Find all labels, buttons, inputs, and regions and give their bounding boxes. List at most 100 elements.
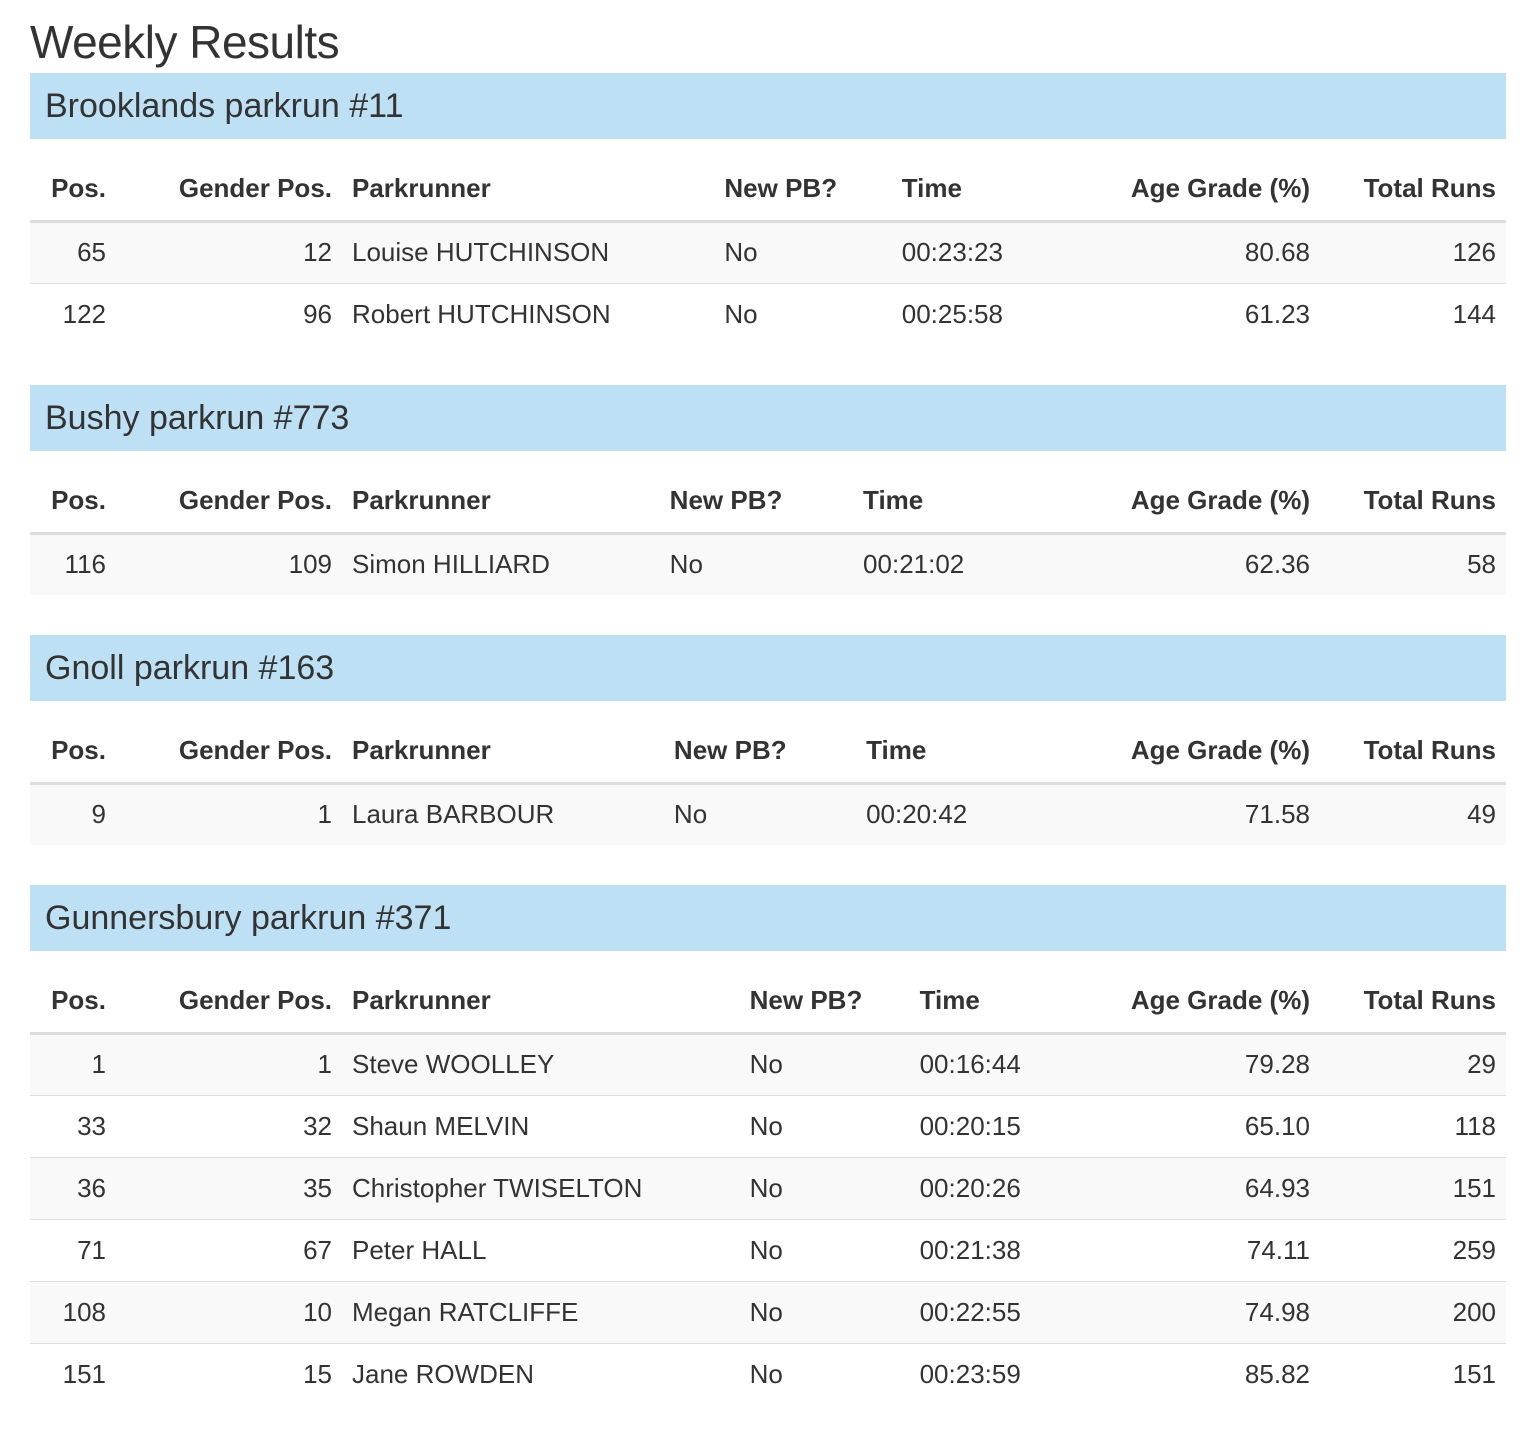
cell-pos: 116: [30, 533, 116, 595]
cell-pos: 1: [30, 1033, 116, 1095]
cell-age-grade: 61.23: [1053, 282, 1320, 345]
cell-new-pb: No: [714, 282, 892, 345]
cell-total-runs: 144: [1320, 282, 1506, 345]
cell-new-pb: No: [739, 1156, 910, 1219]
cell-pos: 65: [30, 221, 116, 283]
cell-new-pb: No: [659, 533, 854, 595]
event-title: Brooklands parkrun #11: [30, 73, 1506, 139]
column-header-new-pb: New PB?: [659, 469, 854, 535]
table-row: 151 15 Jane ROWDEN No 00:23:59 85.82 151: [30, 1342, 1506, 1405]
cell-new-pb: No: [739, 1218, 910, 1281]
page-title: Weekly Results: [30, 16, 340, 68]
event-title: Bushy parkrun #773: [30, 385, 1506, 451]
cell-new-pb: No: [739, 1280, 910, 1343]
column-header-age-grade: Age Grade (%): [1031, 719, 1320, 785]
column-header-total-runs: Total Runs: [1320, 969, 1506, 1035]
cell-parkrunner: Robert HUTCHINSON: [342, 282, 715, 345]
table-row: 65 12 Louise HUTCHINSON No 00:23:23 80.68 126: [30, 221, 1506, 283]
column-header-new-pb: New PB?: [739, 969, 910, 1035]
table-header-row: Pos. Gender Pos. Parkrunner New PB? Time Age …: [30, 157, 1506, 223]
column-header-gender-pos: Gender Pos.: [116, 719, 342, 785]
cell-time: 00:20:26: [909, 1156, 1065, 1219]
cell-total-runs: 49: [1320, 783, 1506, 845]
cell-pos: 122: [30, 282, 116, 345]
column-header-time: Time: [853, 469, 1030, 535]
column-header-pos: Pos.: [30, 969, 116, 1035]
cell-pos: 151: [30, 1342, 116, 1405]
cell-gender-pos: 109: [116, 533, 342, 595]
cell-gender-pos: 67: [116, 1218, 342, 1281]
cell-gender-pos: 35: [116, 1156, 342, 1219]
table-row: 9 1 Laura BARBOUR No 00:20:42 71.58 49: [30, 783, 1506, 845]
cell-total-runs: 118: [1320, 1094, 1506, 1157]
column-header-total-runs: Total Runs: [1320, 719, 1506, 785]
event-section: Gunnersbury parkrun #371 Pos. Gender Pos. P…: [30, 885, 1506, 1405]
cell-gender-pos: 96: [116, 282, 342, 345]
cell-time: 00:22:55: [909, 1280, 1065, 1343]
cell-parkrunner: Christopher TWISELTON: [342, 1156, 740, 1219]
cell-time: 00:23:59: [909, 1342, 1065, 1405]
cell-pos: 36: [30, 1156, 116, 1219]
column-header-time: Time: [856, 719, 1032, 785]
cell-age-grade: 85.82: [1064, 1342, 1320, 1405]
cell-time: 00:21:38: [909, 1218, 1065, 1281]
column-header-gender-pos: Gender Pos.: [116, 469, 342, 535]
cell-total-runs: 151: [1320, 1156, 1506, 1219]
column-header-age-grade: Age Grade (%): [1029, 469, 1320, 535]
column-header-age-grade: Age Grade (%): [1053, 157, 1320, 223]
event-title: Gnoll parkrun #163: [30, 635, 1506, 701]
cell-gender-pos: 12: [116, 221, 342, 283]
cell-total-runs: 58: [1320, 533, 1506, 595]
cell-gender-pos: 32: [116, 1094, 342, 1157]
table-row: 122 96 Robert HUTCHINSON No 00:25:58 61.23 144: [30, 282, 1506, 345]
cell-parkrunner: Louise HUTCHINSON: [342, 221, 715, 283]
cell-age-grade: 79.28: [1064, 1033, 1320, 1095]
results-table: Pos. Gender Pos. Parkrunner New PB? Time Age …: [30, 157, 1506, 345]
cell-parkrunner: Megan RATCLIFFE: [342, 1280, 740, 1343]
event-section: Gnoll parkrun #163 Pos. Gender Pos. Parkrun…: [30, 635, 1506, 845]
column-header-pos: Pos.: [30, 157, 116, 223]
column-header-pos: Pos.: [30, 719, 116, 785]
cell-pos: 9: [30, 783, 116, 845]
cell-parkrunner: Simon HILLIARD: [342, 533, 660, 595]
cell-gender-pos: 1: [116, 1033, 342, 1095]
column-header-parkrunner: Parkrunner: [342, 969, 740, 1035]
cell-age-grade: 80.68: [1053, 221, 1320, 283]
results-table: Pos. Gender Pos. Parkrunner New PB? Time Age …: [30, 719, 1506, 845]
cell-gender-pos: 1: [116, 783, 342, 845]
cell-parkrunner: Laura BARBOUR: [342, 783, 664, 845]
cell-pos: 33: [30, 1094, 116, 1157]
column-header-parkrunner: Parkrunner: [342, 157, 715, 223]
cell-age-grade: 74.11: [1064, 1218, 1320, 1281]
cell-total-runs: 151: [1320, 1342, 1506, 1405]
table-header-row: Pos. Gender Pos. Parkrunner New PB? Time Age …: [30, 969, 1506, 1035]
column-header-time: Time: [891, 157, 1054, 223]
column-header-time: Time: [909, 969, 1065, 1035]
cell-new-pb: No: [739, 1094, 910, 1157]
table-header-row: Pos. Gender Pos. Parkrunner New PB? Time Age …: [30, 719, 1506, 785]
results-table: Pos. Gender Pos. Parkrunner New PB? Time Age …: [30, 969, 1506, 1405]
cell-gender-pos: 10: [116, 1280, 342, 1343]
table-row: 33 32 Shaun MELVIN No 00:20:15 65.10 118: [30, 1094, 1506, 1157]
cell-total-runs: 126: [1320, 221, 1506, 283]
cell-new-pb: No: [714, 221, 892, 283]
cell-time: 00:16:44: [909, 1033, 1065, 1095]
cell-new-pb: No: [663, 783, 857, 845]
column-header-pos: Pos.: [30, 469, 116, 535]
table-row: 71 67 Peter HALL No 00:21:38 74.11 259: [30, 1218, 1506, 1281]
column-header-gender-pos: Gender Pos.: [116, 969, 342, 1035]
event-title: Gunnersbury parkrun #371: [30, 885, 1506, 951]
cell-gender-pos: 15: [116, 1342, 342, 1405]
column-header-age-grade: Age Grade (%): [1064, 969, 1320, 1035]
cell-age-grade: 65.10: [1064, 1094, 1320, 1157]
column-header-new-pb: New PB?: [663, 719, 857, 785]
cell-total-runs: 200: [1320, 1280, 1506, 1343]
cell-new-pb: No: [739, 1033, 910, 1095]
column-header-total-runs: Total Runs: [1320, 469, 1506, 535]
table-header-row: Pos. Gender Pos. Parkrunner New PB? Time Age …: [30, 469, 1506, 535]
table-row: 1 1 Steve WOOLLEY No 00:16:44 79.28 29: [30, 1033, 1506, 1095]
cell-total-runs: 29: [1320, 1033, 1506, 1095]
cell-time: 00:20:42: [856, 783, 1032, 845]
cell-new-pb: No: [739, 1342, 910, 1405]
cell-age-grade: 71.58: [1031, 783, 1320, 845]
